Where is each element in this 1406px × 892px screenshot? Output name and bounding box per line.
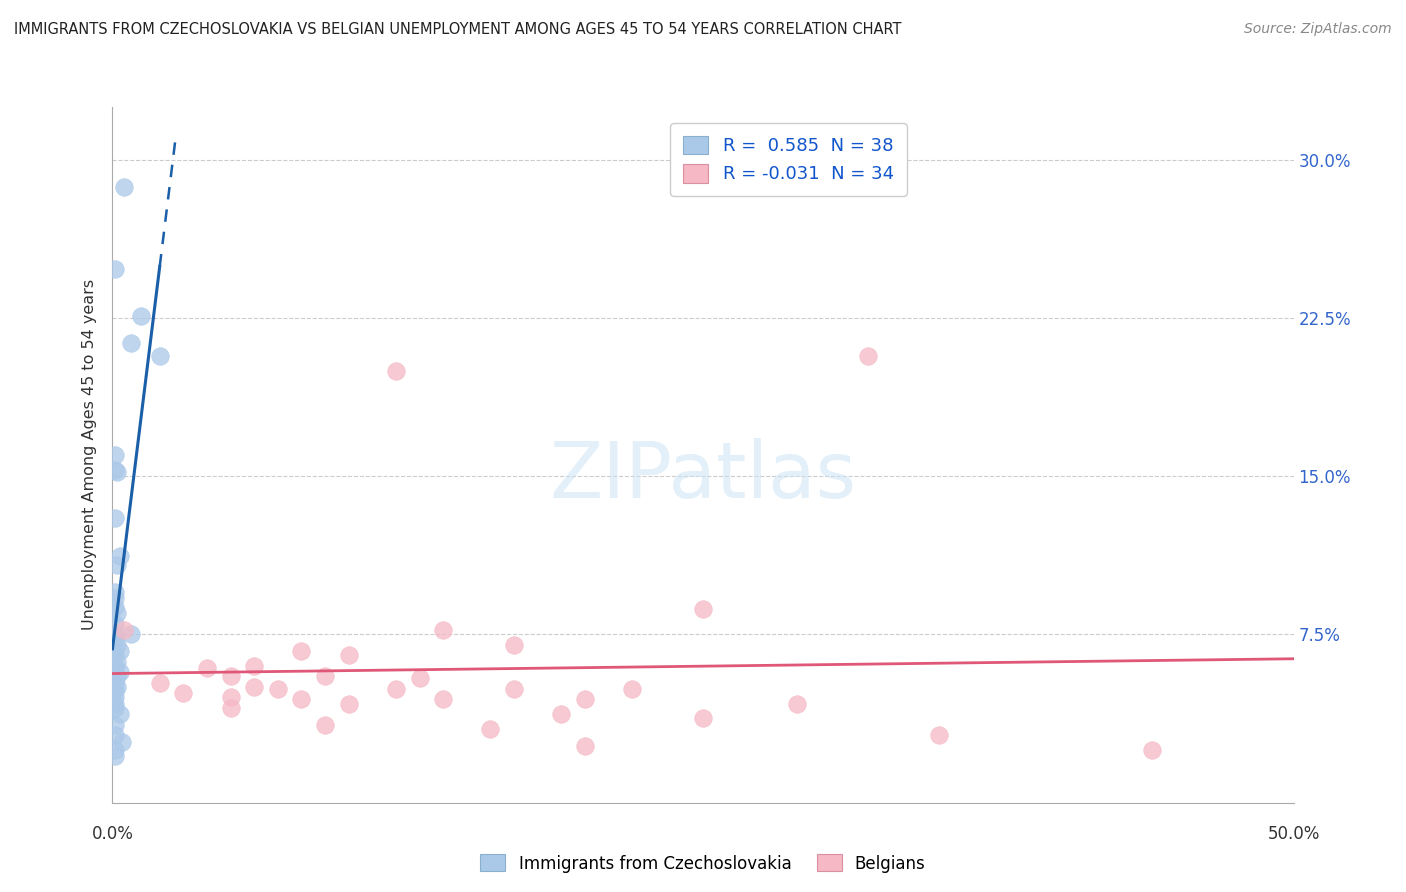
Point: [112, 180, 135, 194]
Point: [621, 681, 644, 696]
Point: [104, 743, 127, 757]
Legend: Immigrants from Czechoslovakia, Belgians: Immigrants from Czechoslovakia, Belgians: [474, 847, 932, 880]
Point: [314, 718, 336, 732]
Point: [108, 707, 131, 722]
Point: [104, 633, 127, 648]
Point: [550, 707, 572, 722]
Point: [108, 665, 131, 679]
Point: [104, 701, 127, 715]
Point: [290, 644, 312, 658]
Point: [314, 669, 336, 683]
Point: [104, 591, 127, 606]
Point: [290, 692, 312, 706]
Point: [149, 349, 172, 363]
Point: [105, 465, 128, 479]
Point: [108, 644, 131, 658]
Point: [129, 309, 152, 323]
Point: [243, 680, 266, 694]
Legend: R =  0.585  N = 38, R = -0.031  N = 34: R = 0.585 N = 38, R = -0.031 N = 34: [671, 123, 907, 196]
Point: [243, 658, 266, 673]
Point: [104, 658, 127, 673]
Point: [692, 602, 714, 616]
Text: Source: ZipAtlas.com: Source: ZipAtlas.com: [1244, 22, 1392, 37]
Point: [120, 336, 142, 351]
Point: [104, 675, 127, 690]
Point: [172, 686, 194, 700]
Point: [574, 692, 596, 706]
Point: [195, 661, 218, 675]
Text: 0.0%: 0.0%: [91, 825, 134, 843]
Point: [104, 627, 127, 641]
Y-axis label: Unemployment Among Ages 45 to 54 years: Unemployment Among Ages 45 to 54 years: [82, 279, 97, 631]
Text: 50.0%: 50.0%: [1267, 825, 1320, 843]
Point: [104, 728, 127, 742]
Point: [111, 734, 134, 748]
Point: [105, 606, 128, 620]
Point: [104, 648, 127, 663]
Point: [104, 599, 127, 614]
Point: [104, 448, 127, 462]
Point: [104, 690, 127, 705]
Point: [104, 463, 127, 477]
Point: [1140, 743, 1163, 757]
Point: [112, 623, 135, 637]
Point: [267, 681, 290, 696]
Point: [104, 511, 127, 525]
Point: [337, 697, 360, 711]
Point: [219, 690, 242, 705]
Point: [219, 701, 242, 715]
Point: [408, 672, 430, 686]
Point: [104, 262, 127, 277]
Point: [105, 680, 128, 694]
Point: [108, 549, 131, 563]
Text: ZIPatlas: ZIPatlas: [550, 438, 856, 514]
Point: [858, 349, 880, 363]
Point: [105, 558, 128, 572]
Point: [503, 638, 526, 652]
Point: [692, 711, 714, 725]
Point: [503, 681, 526, 696]
Point: [105, 638, 128, 652]
Point: [104, 684, 127, 698]
Point: [432, 623, 454, 637]
Point: [104, 697, 127, 711]
Point: [479, 722, 502, 736]
Point: [574, 739, 596, 753]
Point: [149, 675, 172, 690]
Point: [120, 627, 142, 641]
Point: [385, 363, 408, 377]
Point: [104, 718, 127, 732]
Point: [104, 585, 127, 599]
Point: [105, 669, 128, 683]
Point: [928, 728, 950, 742]
Point: [385, 681, 408, 696]
Point: [432, 692, 454, 706]
Point: [219, 669, 242, 683]
Point: [786, 697, 808, 711]
Point: [104, 616, 127, 631]
Point: [337, 648, 360, 663]
Point: [105, 655, 128, 669]
Text: IMMIGRANTS FROM CZECHOSLOVAKIA VS BELGIAN UNEMPLOYMENT AMONG AGES 45 TO 54 YEARS: IMMIGRANTS FROM CZECHOSLOVAKIA VS BELGIA…: [14, 22, 901, 37]
Point: [104, 749, 127, 764]
